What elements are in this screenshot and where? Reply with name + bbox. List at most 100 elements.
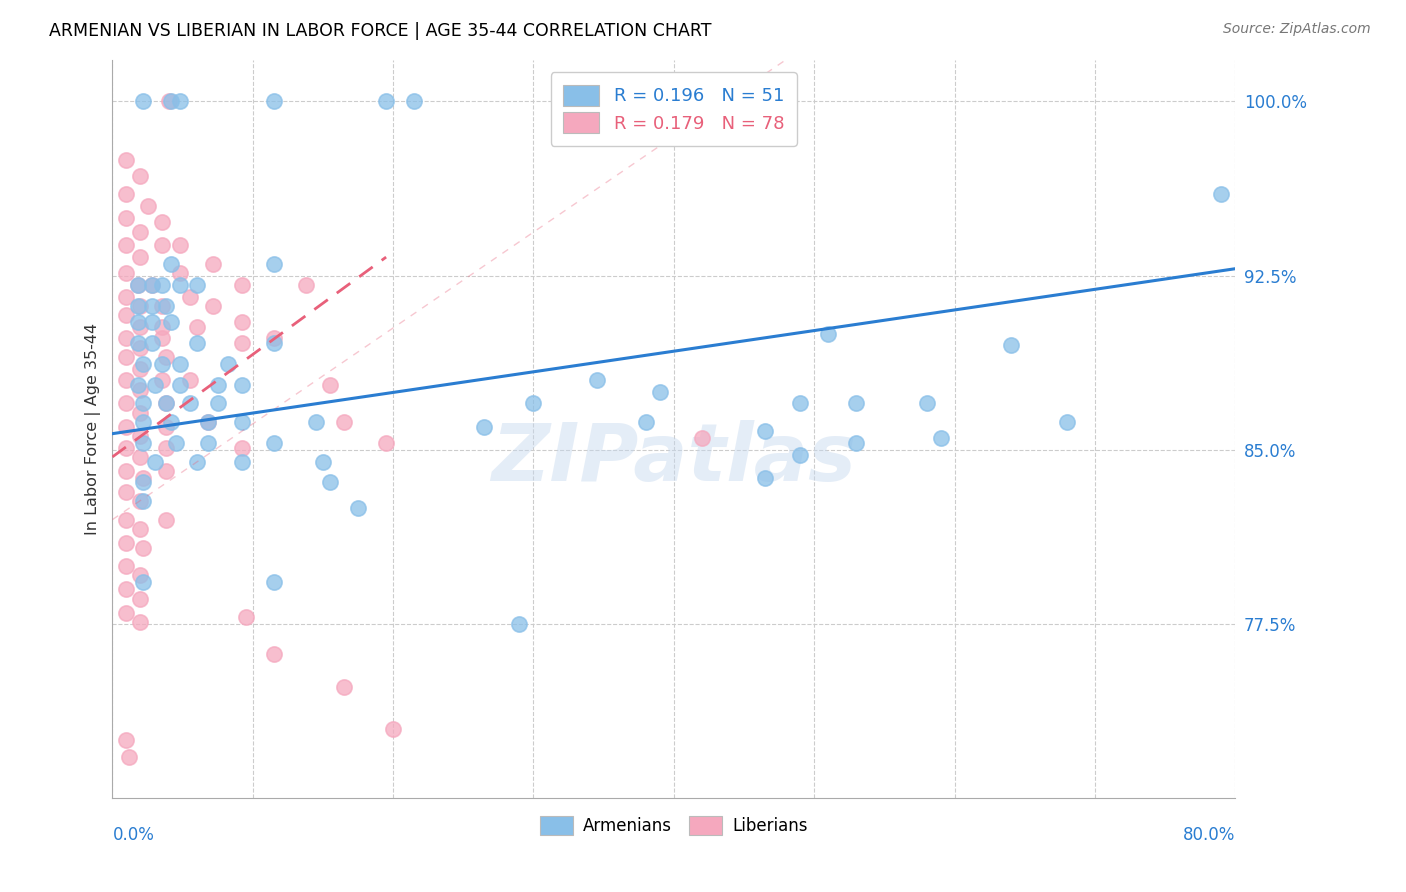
Point <box>319 377 342 392</box>
Point <box>179 396 201 410</box>
Point <box>132 541 155 555</box>
Point <box>929 431 952 445</box>
Point <box>141 277 163 292</box>
Point <box>186 454 208 468</box>
Point <box>127 377 149 392</box>
Point <box>155 299 177 313</box>
Point <box>115 331 138 345</box>
Point <box>169 95 191 109</box>
Point <box>169 377 191 392</box>
Point <box>263 648 285 662</box>
Point <box>129 591 152 606</box>
Point <box>263 436 285 450</box>
Point <box>150 215 173 229</box>
Point <box>129 319 152 334</box>
Point <box>129 615 152 629</box>
Point <box>129 225 152 239</box>
Point <box>319 475 342 490</box>
Point <box>263 575 285 590</box>
Point <box>160 95 183 109</box>
Point <box>132 415 155 429</box>
Point <box>1315 95 1337 109</box>
Point <box>129 169 152 183</box>
Point <box>333 680 356 694</box>
Point <box>115 289 138 303</box>
Text: ZIPatlas: ZIPatlas <box>491 419 856 498</box>
Point <box>115 484 138 499</box>
Point <box>129 250 152 264</box>
Point <box>382 722 405 736</box>
Point <box>160 315 183 329</box>
Point <box>150 373 173 387</box>
Point <box>845 396 868 410</box>
Point <box>754 425 776 439</box>
Point <box>155 396 177 410</box>
Point <box>115 266 138 280</box>
Point <box>169 238 191 252</box>
Point <box>160 257 183 271</box>
Point <box>915 396 938 410</box>
Point <box>143 454 166 468</box>
Point <box>141 315 163 329</box>
Point <box>132 575 155 590</box>
Point <box>115 464 138 478</box>
Point <box>132 475 155 490</box>
Point <box>129 406 152 420</box>
Point <box>754 471 776 485</box>
Point <box>1056 415 1078 429</box>
Point <box>295 277 318 292</box>
Point <box>197 415 219 429</box>
Point <box>169 357 191 371</box>
Point <box>150 277 173 292</box>
Point <box>263 331 285 345</box>
Point <box>115 396 138 410</box>
Point <box>132 471 155 485</box>
Point <box>263 95 285 109</box>
Point <box>155 441 177 455</box>
Point <box>648 384 671 399</box>
Point <box>197 436 219 450</box>
Point <box>404 95 426 109</box>
Point <box>115 373 138 387</box>
Point <box>1211 187 1233 202</box>
Point <box>155 513 177 527</box>
Point <box>202 257 225 271</box>
Point <box>179 373 201 387</box>
Point <box>508 617 530 632</box>
Point <box>115 536 138 550</box>
Point <box>375 436 398 450</box>
Point <box>150 319 173 334</box>
Point <box>231 441 253 455</box>
Point <box>150 331 173 345</box>
Point <box>197 415 219 429</box>
Y-axis label: In Labor Force | Age 35-44: In Labor Force | Age 35-44 <box>86 323 101 535</box>
Point <box>634 415 657 429</box>
Point <box>132 494 155 508</box>
Text: 0.0%: 0.0% <box>112 826 155 844</box>
Point <box>129 568 152 582</box>
Point <box>115 187 138 202</box>
Point <box>231 377 253 392</box>
Point <box>263 257 285 271</box>
Point <box>129 383 152 397</box>
Point <box>231 454 253 468</box>
Point <box>231 336 253 351</box>
Point <box>115 606 138 620</box>
Point <box>115 582 138 597</box>
Point <box>141 336 163 351</box>
Point <box>141 277 163 292</box>
Point <box>155 396 177 410</box>
Point <box>115 238 138 252</box>
Legend: Armenians, Liberians: Armenians, Liberians <box>533 809 814 842</box>
Point <box>207 377 229 392</box>
Point <box>789 396 811 410</box>
Point <box>179 289 201 303</box>
Point <box>129 341 152 355</box>
Point <box>115 153 138 167</box>
Point <box>150 299 173 313</box>
Text: Source: ZipAtlas.com: Source: ZipAtlas.com <box>1223 22 1371 37</box>
Point <box>789 448 811 462</box>
Point <box>115 419 138 434</box>
Point <box>129 450 152 464</box>
Point <box>235 610 257 624</box>
